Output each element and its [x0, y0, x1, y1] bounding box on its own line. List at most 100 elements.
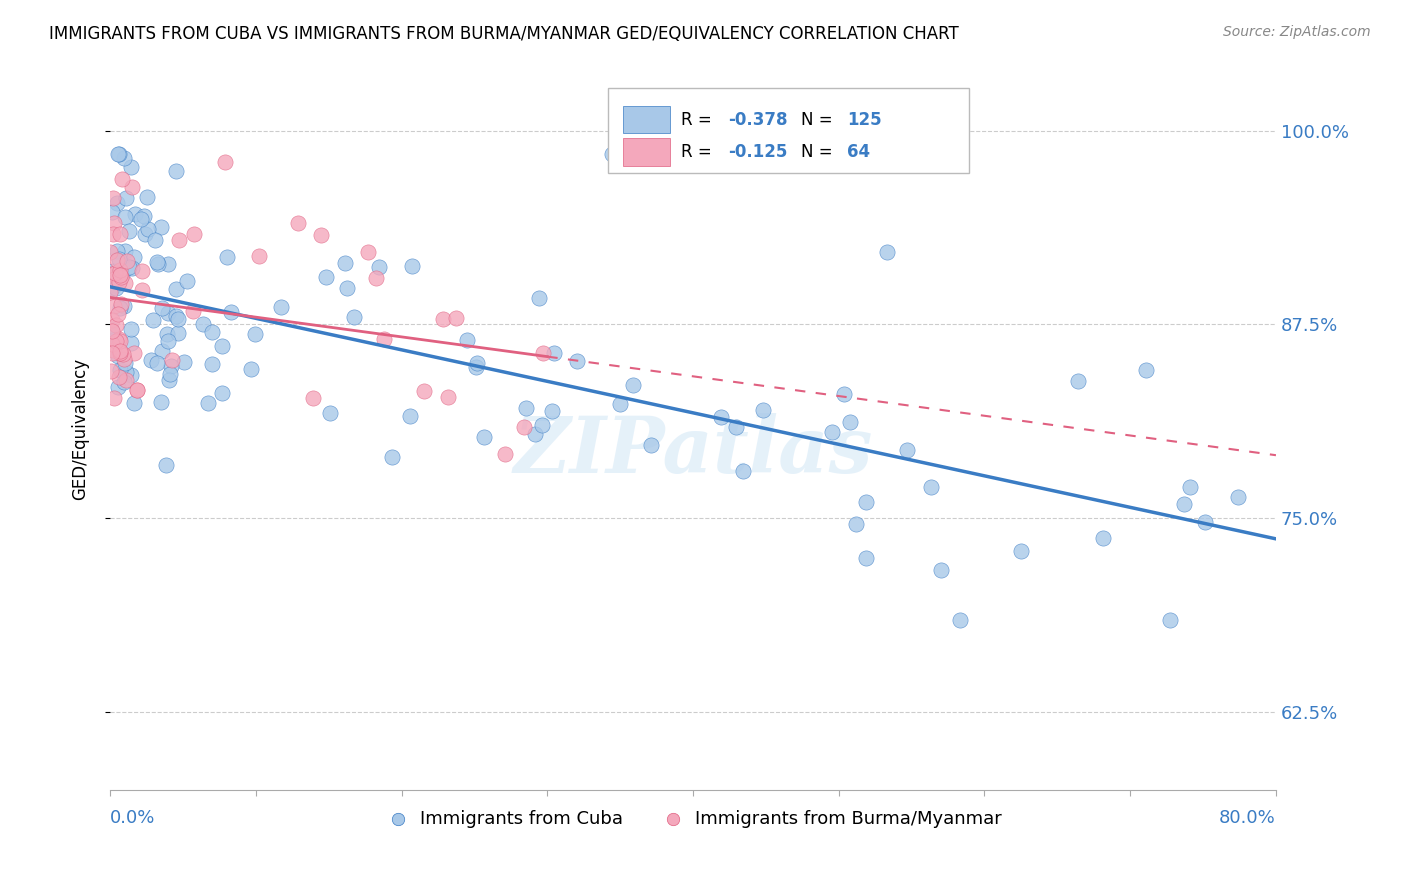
Point — [541, 404, 564, 418]
Point — [114, 191, 136, 205]
Point — [165, 310, 187, 324]
Text: N =: N = — [801, 144, 838, 161]
Point — [108, 267, 131, 281]
Point — [838, 415, 860, 429]
Point — [157, 373, 180, 387]
Point — [156, 306, 179, 320]
Point — [114, 244, 136, 258]
Point — [118, 224, 141, 238]
Point — [1173, 497, 1195, 511]
Point — [103, 264, 125, 278]
Point — [270, 300, 292, 314]
Point — [112, 375, 135, 389]
FancyBboxPatch shape — [607, 88, 969, 173]
Point — [143, 233, 166, 247]
Point — [150, 344, 173, 359]
Point — [120, 368, 142, 382]
Point — [105, 281, 128, 295]
Point — [122, 250, 145, 264]
Point — [600, 146, 623, 161]
Point — [1178, 480, 1201, 494]
Point — [107, 380, 129, 394]
Point — [513, 419, 536, 434]
Point — [110, 345, 132, 359]
Point — [108, 334, 131, 348]
Point — [122, 396, 145, 410]
Point — [101, 343, 124, 357]
Point — [145, 356, 167, 370]
Legend: Immigrants from Cuba, Immigrants from Burma/Myanmar: Immigrants from Cuba, Immigrants from Bu… — [377, 803, 1010, 835]
Point — [640, 438, 662, 452]
Point — [527, 291, 550, 305]
Text: 0.0%: 0.0% — [110, 808, 156, 827]
Point — [710, 409, 733, 424]
Point — [117, 254, 139, 268]
Point — [100, 322, 122, 336]
Point — [112, 351, 135, 366]
Text: 80.0%: 80.0% — [1219, 808, 1277, 827]
Point — [101, 204, 124, 219]
Point — [124, 207, 146, 221]
Point — [494, 447, 516, 461]
Point — [108, 362, 131, 376]
Point — [110, 296, 132, 310]
Point — [105, 252, 128, 267]
Point — [108, 346, 131, 360]
Point — [156, 334, 179, 348]
Point — [127, 383, 149, 397]
Point — [543, 346, 565, 360]
Point — [399, 409, 422, 423]
Point — [333, 256, 356, 270]
Point — [413, 384, 436, 398]
Point — [103, 299, 125, 313]
Point — [101, 227, 124, 241]
Point — [150, 301, 173, 315]
Point — [104, 318, 127, 332]
Point — [366, 270, 388, 285]
Point — [156, 326, 179, 341]
Point — [211, 338, 233, 352]
Point — [309, 228, 332, 243]
Point — [120, 322, 142, 336]
Point — [122, 345, 145, 359]
Point — [725, 420, 748, 434]
Text: IMMIGRANTS FROM CUBA VS IMMIGRANTS FROM BURMA/MYANMAR GED/EQUIVALENCY CORRELATIO: IMMIGRANTS FROM CUBA VS IMMIGRANTS FROM … — [49, 25, 959, 43]
Point — [896, 443, 918, 458]
Point — [165, 282, 187, 296]
Point — [193, 317, 215, 331]
Point — [302, 391, 325, 405]
Text: R =: R = — [682, 144, 717, 161]
Point — [315, 270, 337, 285]
Text: R =: R = — [682, 111, 717, 128]
Point — [146, 256, 169, 270]
Point — [104, 266, 127, 280]
Point — [103, 216, 125, 230]
Point — [834, 387, 856, 401]
Point — [108, 332, 131, 346]
Point — [100, 245, 122, 260]
Point — [821, 425, 844, 439]
Point — [373, 332, 395, 346]
Point — [108, 268, 131, 282]
Point — [197, 396, 219, 410]
Point — [108, 227, 131, 241]
Point — [530, 418, 553, 433]
Point — [211, 385, 233, 400]
Point — [103, 392, 125, 406]
Point — [100, 267, 122, 281]
Point — [167, 326, 190, 341]
Text: Source: ZipAtlas.com: Source: ZipAtlas.com — [1223, 25, 1371, 39]
Point — [201, 357, 224, 371]
Point — [357, 245, 380, 260]
Point — [111, 268, 134, 282]
Point — [855, 495, 877, 509]
Point — [609, 397, 631, 411]
Point — [432, 311, 454, 326]
Point — [1010, 544, 1032, 558]
Point — [141, 352, 163, 367]
Point — [920, 480, 942, 494]
Point — [112, 151, 135, 165]
Point — [108, 146, 131, 161]
Point — [146, 255, 169, 269]
Point — [949, 613, 972, 627]
